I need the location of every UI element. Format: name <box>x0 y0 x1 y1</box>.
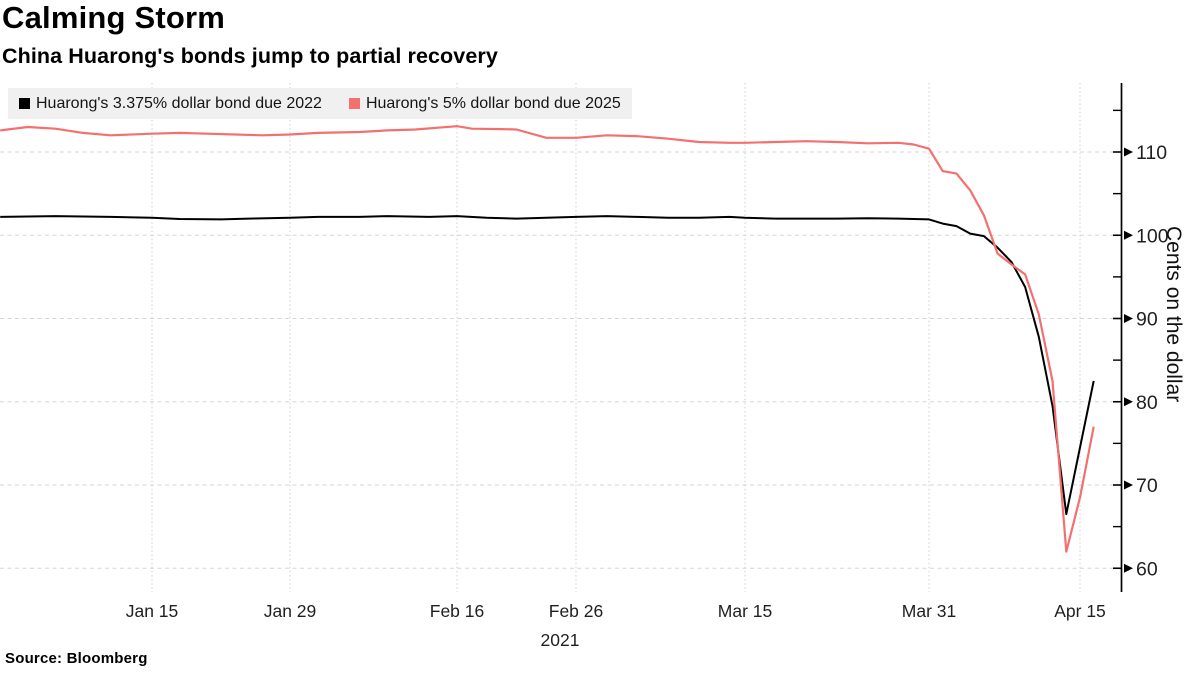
y-tick-arrow-icon <box>1124 563 1133 573</box>
legend-item-2022-bond: Huarong's 3.375% dollar bond due 2022 <box>19 95 322 113</box>
chart-title: Calming Storm <box>2 0 226 35</box>
y-tick-arrow-icon <box>1124 480 1133 490</box>
legend-swatch-2025-icon <box>348 98 360 109</box>
chart-legend: Huarong's 3.375% dollar bond due 2022 Hu… <box>8 88 632 119</box>
legend-label-2022: Huarong's 3.375% dollar bond due 2022 <box>36 94 322 112</box>
y-tick-arrow-icon <box>1124 397 1133 407</box>
y-tick-arrow-icon <box>1124 147 1133 157</box>
y-tick-label: 70 <box>1136 475 1158 497</box>
x-tick-label: Mar 15 <box>718 601 772 621</box>
x-tick-label: Feb 26 <box>549 601 603 621</box>
chart-subtitle: China Huarong's bonds jump to partial re… <box>2 44 498 68</box>
source-note: Source: Bloomberg <box>5 650 148 667</box>
y-tick-label: 100 <box>1136 225 1169 247</box>
legend-swatch-2022-icon <box>19 98 30 109</box>
y-tick-label: 90 <box>1136 309 1158 331</box>
y-tick-label: 60 <box>1136 558 1158 580</box>
y-tick-arrow-icon <box>1124 314 1133 323</box>
y-axis-title: Cents on the dollar <box>1162 226 1185 402</box>
y-tick-label: 80 <box>1136 392 1158 414</box>
series-line-2025-bond <box>0 125 1095 553</box>
legend-label-2025: Huarong's 5% dollar bond due 2025 <box>365 94 621 112</box>
legend-item-2025-bond: Huarong's 5% dollar bond due 2025 <box>348 94 621 113</box>
line-chart-plot: Jan 15 Jan 29 Feb 16 Feb 26 Mar 15 Mar 31 Apr … <box>0 83 1185 650</box>
x-tick-label: Feb 16 <box>430 601 484 621</box>
series-line-2022-bond <box>0 215 1095 516</box>
x-tick-label: Mar 31 <box>902 601 956 621</box>
x-tick-label: Jan 15 <box>126 601 179 621</box>
y-tick-label: 110 <box>1136 142 1167 164</box>
x-tick-label: Apr 15 <box>1054 601 1106 621</box>
x-tick-label: Jan 29 <box>264 601 317 621</box>
y-tick-arrow-icon <box>1124 230 1133 240</box>
x-axis-year-label: 2021 <box>541 630 580 650</box>
